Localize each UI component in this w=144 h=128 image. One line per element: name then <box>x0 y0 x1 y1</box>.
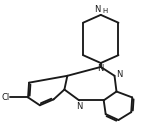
Text: N: N <box>116 70 123 79</box>
Text: Cl: Cl <box>1 93 9 102</box>
Text: N: N <box>98 64 104 73</box>
Text: H: H <box>103 8 108 14</box>
Text: N: N <box>76 102 82 111</box>
Text: N: N <box>94 5 101 14</box>
